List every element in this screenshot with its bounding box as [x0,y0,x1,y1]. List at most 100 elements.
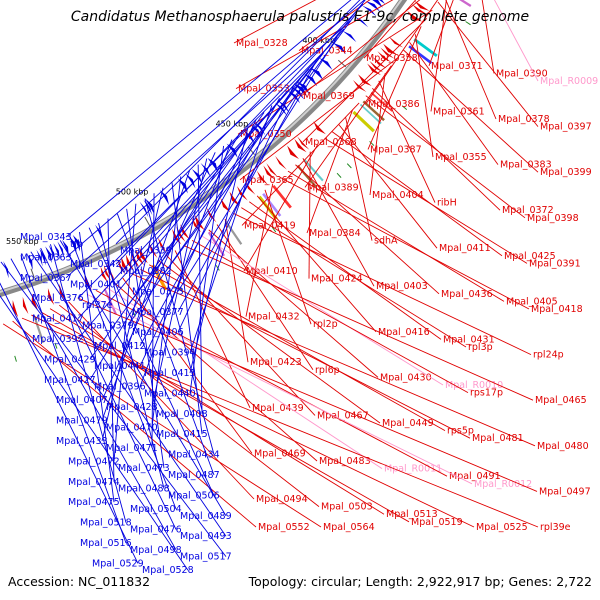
leader-line [197,164,203,414]
forward-gene-arrow [256,170,268,185]
backbone [0,0,403,293]
leader-line [157,259,381,424]
leader-line [233,212,532,356]
forward-gene-arrow [275,155,287,170]
cog-color-bar [459,0,472,7]
leader-line [233,0,317,44]
leader-line [189,145,225,394]
gene-label: Mpal_0378 [498,114,550,125]
gene-label: Mpal_0423 [250,357,302,368]
leader-line [216,224,314,371]
cog-color-bar [303,159,324,182]
gene-label: Mpal_0367 [20,273,72,284]
leader-line [98,223,165,489]
gene-label: Mpal_0406 [132,327,184,338]
forward-gene-arrow [372,56,387,69]
gene-label: Mpal_R0012 [474,479,532,490]
gene-label: Mpal_0439 [252,403,304,414]
tick-mark [30,268,35,279]
leader-line [139,119,257,367]
leader-line [40,311,410,523]
leader-line [88,227,215,496]
leader-line [300,0,421,97]
leader-line [481,0,495,74]
reverse-gene-arrow [45,246,52,264]
leader-line [65,20,351,279]
gene-label: Mpal_0399 [540,167,592,178]
gene-label: Mpal_0430 [380,372,432,383]
leader-line [224,218,249,363]
leader-line [59,240,227,517]
gene-label: Mpal_0429 [44,354,96,365]
gene-label: Mpal_0371 [431,61,483,72]
forward-gene-arrow [414,0,430,11]
gene-label: Mpal_0389 [307,182,359,193]
gene-label: Mpal_0379 [82,320,134,331]
tick-label: 550 kbp [6,237,39,246]
forward-gene-arrow [263,165,275,180]
cog-color-bar [151,264,168,291]
leader-line [148,264,446,431]
gene-label: Mpal_0491 [449,471,501,482]
gene-label: Mpal_0403 [376,281,428,292]
gene-label: Mpal_0415 [156,429,208,440]
gene-label: Mpal_0342 [70,259,122,270]
leader-line [256,195,377,333]
gene-label: Mpal_R0011 [384,464,442,475]
gene-label: rps5p [447,426,474,437]
gene-label: Mpal_0373 [132,286,184,297]
cog-color-bar [413,38,438,58]
gene-label: Mpal_0396 [94,382,146,393]
gene-label: Mpal_0498 [130,545,182,556]
leader-line [104,286,383,469]
forward-gene-arrow [352,79,367,92]
gene-label: Mpal_0433 [56,436,108,447]
reverse-gene-arrow [372,0,383,8]
gene-label: Mpal_0525 [476,522,528,533]
gene-label: Mpal_0503 [321,502,373,513]
gene-label: Mpal_0394 [144,348,196,359]
leader-line [31,314,475,528]
genome-title: Candidatus Methanosphaerula palustris E1… [70,9,530,25]
gene-label: Mpal_0411 [439,243,491,254]
gene-label: Mpal_0386 [368,99,420,110]
leader-line [126,208,165,469]
forward-gene-arrow [100,266,108,283]
forward-gene-arrow [117,258,126,275]
gene-label: Mpal_0516 [80,538,132,549]
leader-line [445,0,497,120]
tick-label: 450 kbp [216,120,249,129]
leader-line [304,65,392,188]
forward-gene-arrow [313,121,326,135]
gene-label: Mpal_0476 [130,524,182,535]
forward-gene-arrow [47,288,55,305]
leader-line [287,170,505,302]
accession-label: Accession: NC_011832 [8,574,151,589]
backbone [0,0,408,298]
reverse-gene-arrow [243,130,255,145]
forward-gene-arrow [388,36,404,48]
reverse-gene-arrow [287,90,301,104]
genome-summary: Topology: circular; Length: 2,922,917 bp… [248,574,592,589]
leader-line [189,105,273,353]
gene-label: Mpal_0369 [303,91,355,102]
gene-label: Mpal_0391 [529,258,581,269]
leader-line [131,273,536,447]
leader-line [280,177,530,310]
leader-line [65,0,352,238]
forward-gene-arrow [297,136,310,150]
forward-gene-arrow [191,217,202,233]
leader-line [77,90,288,340]
reverse-gene-arrow [379,0,386,5]
leader-line [20,255,127,544]
gene-label: Mpal_0387 [370,144,422,155]
leader-line [430,0,447,112]
leader-line [189,126,249,374]
gene-label: Mpal_0449 [382,418,434,429]
forward-gene-arrow [229,191,240,207]
leader-line [494,0,539,82]
leader-line [21,317,539,528]
leader-line [403,49,539,173]
reverse-gene-arrow [342,30,357,43]
